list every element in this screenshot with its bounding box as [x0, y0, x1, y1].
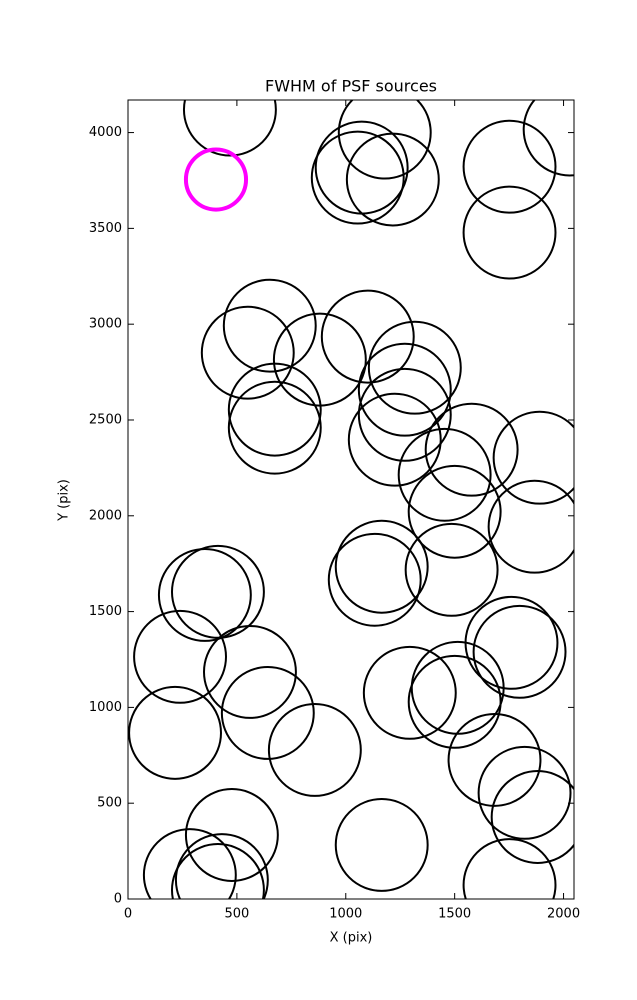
- source-circle: [334, 798, 429, 892]
- source-circle: [345, 132, 440, 227]
- source-circle: [407, 654, 502, 749]
- x-tick-label: 0: [124, 907, 132, 922]
- source-circle: [522, 100, 574, 177]
- y-tick-label: 2000: [89, 508, 122, 523]
- source-circle: [337, 100, 432, 180]
- y-tick-label: 1000: [89, 700, 122, 715]
- source-circle: [314, 120, 409, 215]
- source-circle: [462, 119, 557, 214]
- source-circle: [490, 770, 574, 864]
- source-circle: [272, 312, 367, 407]
- y-axis-label: Y (pix): [57, 479, 72, 522]
- y-tick-label: 3500: [89, 221, 122, 236]
- x-tick-label: 1000: [329, 907, 362, 922]
- source-circle: [171, 843, 265, 899]
- source-circle: [203, 624, 297, 719]
- source-circle: [357, 342, 452, 437]
- y-tick-label: 500: [97, 796, 122, 811]
- source-circle: [487, 479, 574, 574]
- source-circle: [133, 609, 227, 704]
- source-circle: [200, 305, 295, 400]
- source-circle: [227, 362, 322, 457]
- y-tick-label: 1500: [89, 604, 122, 619]
- source-circle: [157, 547, 252, 642]
- plot-area: [128, 100, 574, 899]
- source-circle: [183, 147, 249, 212]
- source-circle: [407, 464, 502, 559]
- source-circle: [222, 278, 317, 373]
- source-circle: [327, 532, 422, 627]
- chart-title: FWHM of PSF sources: [265, 77, 437, 96]
- source-circle: [182, 100, 277, 157]
- source-circle: [174, 833, 269, 899]
- source-circle: [367, 320, 462, 415]
- source-circle: [424, 402, 519, 497]
- source-circle: [492, 410, 574, 505]
- x-tick-label: 2000: [547, 907, 580, 922]
- source-circle: [227, 380, 322, 475]
- y-tick-label: 4000: [89, 125, 122, 140]
- source-circle: [462, 838, 557, 899]
- source-circle: [404, 522, 499, 617]
- source-circle: [462, 185, 557, 280]
- source-circle: [472, 604, 567, 699]
- source-circle: [477, 745, 572, 840]
- y-tick-label: 2500: [89, 412, 122, 427]
- source-circle: [320, 289, 415, 384]
- source-circle: [184, 788, 279, 882]
- source-circle: [267, 702, 362, 797]
- source-circle: [220, 665, 315, 760]
- axes-frame: [127, 99, 575, 900]
- source-circle: [357, 367, 452, 462]
- x-axis-label: X (pix): [330, 931, 373, 946]
- y-tick-label: 0: [114, 892, 122, 907]
- source-circle: [397, 427, 492, 522]
- source-circle: [447, 712, 542, 807]
- source-circle: [128, 685, 222, 780]
- source-circle: [347, 392, 442, 487]
- source-circle: [310, 130, 405, 225]
- source-circle: [362, 645, 457, 740]
- source-circle: [142, 828, 237, 899]
- x-tick-label: 1500: [438, 907, 471, 922]
- source-circle: [334, 519, 429, 614]
- x-tick-label: 500: [224, 907, 249, 922]
- y-tick-label: 3000: [89, 317, 122, 332]
